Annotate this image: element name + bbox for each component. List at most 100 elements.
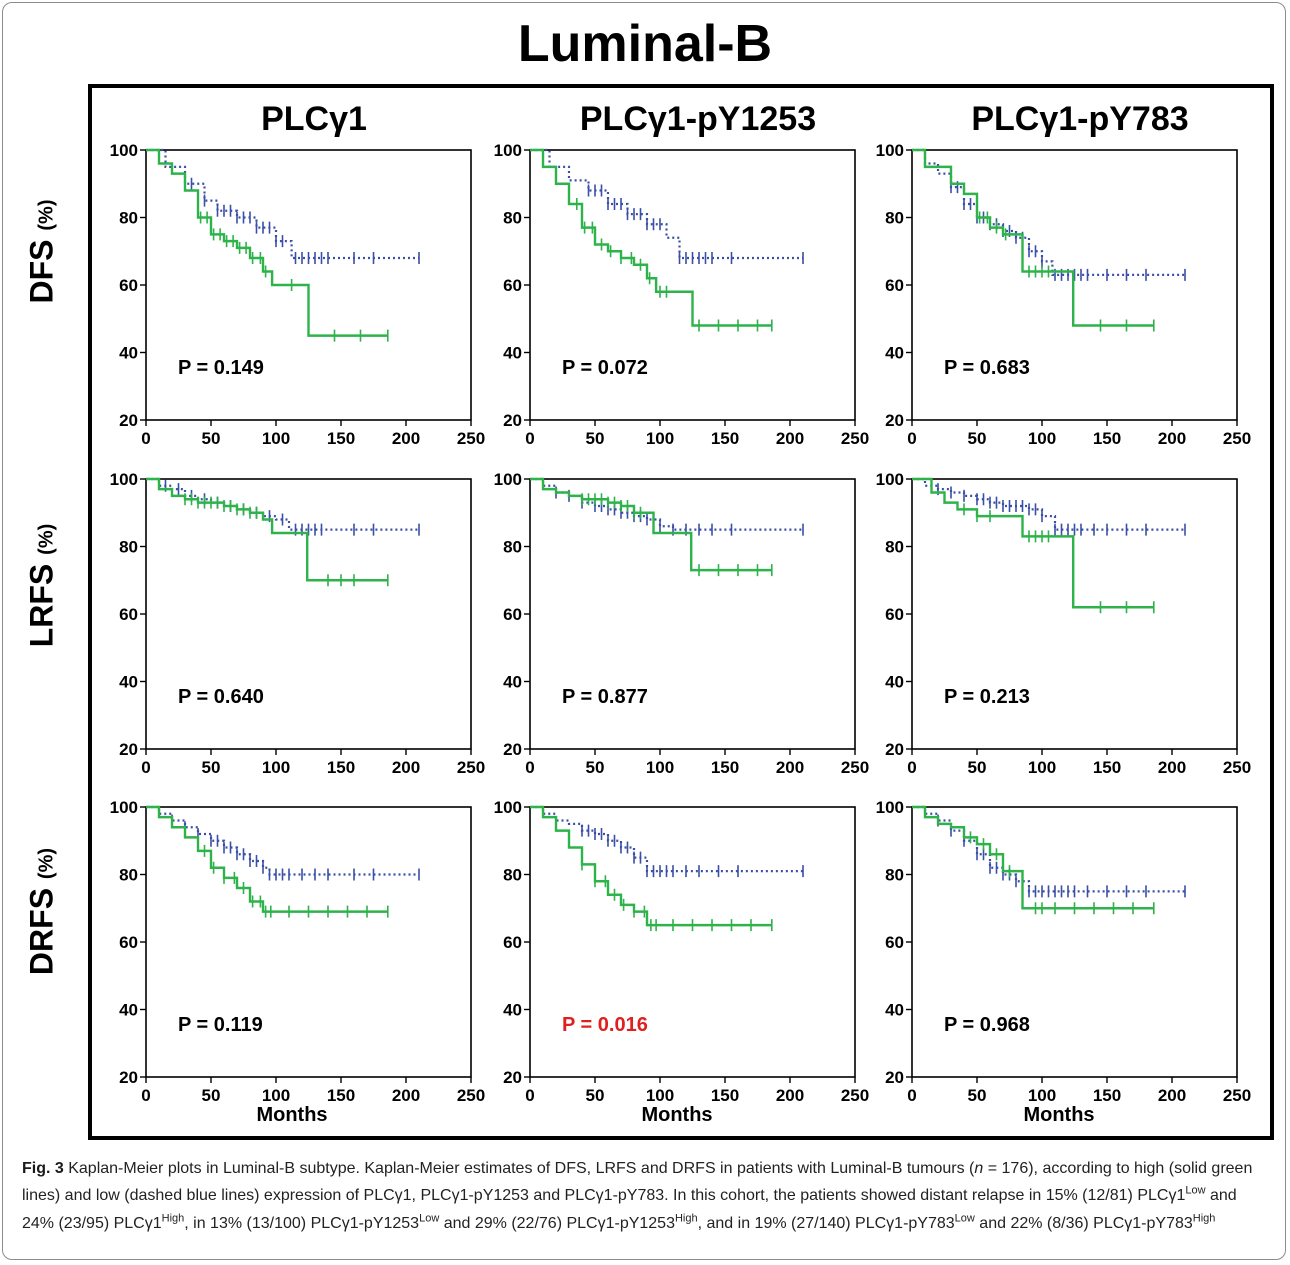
x-tick-label: 0 (141, 1086, 150, 1105)
caption-part: , in 13% (13/100) PLCγ1-pY1253 (184, 1214, 420, 1232)
p-value: P = 0.016 (562, 1014, 648, 1036)
x-tick-label: 0 (525, 758, 534, 777)
caption-part: and 22% (8/36) PLCγ1-pY783 (974, 1214, 1193, 1232)
y-tick-label: 40 (119, 1001, 138, 1020)
x-tick-label: 100 (262, 758, 290, 777)
y-tick-label: 100 (494, 141, 522, 160)
x-tick-label: 100 (262, 1086, 290, 1105)
x-tick-label: 200 (392, 758, 420, 777)
plot-area: 0 50 100 150 200 250 20 40 60 80 100 P = 0.149 (110, 141, 486, 448)
y-tick-label: 100 (494, 470, 522, 489)
plot-area: 0 50 100 150 200 250 20 40 60 80 100 P = 0.877 (494, 470, 870, 777)
y-tick-label: 20 (119, 411, 138, 430)
p-value: P = 0.149 (178, 357, 264, 379)
km-plot-lrfs-plcg1: 0 50 100 150 200 250 20 40 60 80 100 P = 0.640 (110, 470, 486, 777)
km-curve-low (530, 477, 803, 531)
x-tick-label: 200 (392, 1086, 420, 1105)
y-tick-label: 20 (503, 740, 522, 759)
y-tick-label: 20 (503, 411, 522, 430)
x-tick-label: 100 (1028, 758, 1056, 777)
km-plot-drfs-py783: 0 50 100 150 200 250 20 40 60 80 100 P = 0.968 (876, 798, 1252, 1105)
caption-part: = 176), according to high (solid green l… (22, 1160, 1253, 1205)
km-plot-lrfs-py1253: 0 50 100 150 200 250 20 40 60 80 100 P = 0.877 (494, 470, 870, 777)
row-label-drfs: DRFS (%) (23, 847, 60, 976)
x-tick-label: 150 (327, 1086, 355, 1105)
km-plot-drfs-py1253: 0 50 100 150 200 250 20 40 60 80 100 P = 0.016 (494, 798, 870, 1105)
x-tick-label: 100 (646, 429, 674, 448)
plot-frame (145, 478, 472, 750)
km-curve-low (530, 805, 803, 873)
plot-area: 0 50 100 150 200 250 20 40 60 80 100 P = 0.213 (876, 470, 1252, 777)
y-tick-label: 80 (885, 209, 904, 228)
plot-area: 0 50 100 150 200 250 20 40 60 80 100 P = 0.640 (110, 470, 486, 777)
x-tick-label: 100 (1028, 1086, 1056, 1105)
y-tick-label: 40 (885, 344, 904, 363)
figure-title: Luminal-B (517, 15, 773, 73)
y-tick-label: 80 (503, 538, 522, 557)
y-tick-label: 100 (876, 798, 904, 817)
x-tick-label: 0 (907, 429, 916, 448)
x-tick-label: 100 (1028, 429, 1056, 448)
plot-frame (145, 806, 472, 1078)
x-axis-label-col3: Months (1023, 1104, 1095, 1126)
y-tick-label: 40 (119, 673, 138, 692)
plot-frame (529, 149, 856, 421)
caption-part: and 24% (23/95) PLCγ1 (22, 1187, 1237, 1232)
row-label-dfs: DFS (%) (23, 199, 60, 304)
plot-area: 0 50 100 150 200 250 20 40 60 80 100 P = 0.119 (110, 798, 486, 1105)
x-tick-label: 0 (141, 758, 150, 777)
km-curve-high (146, 805, 388, 913)
x-tick-label: 150 (711, 1086, 739, 1105)
caption-part: and 29% (22/76) PLCγ1-pY1253 (439, 1214, 675, 1232)
y-tick-label: 60 (119, 276, 138, 295)
x-tick-label: 100 (262, 429, 290, 448)
plot-area: 0 50 100 150 200 250 20 40 60 80 100 P = 0.016 (494, 798, 870, 1105)
x-tick-label: 200 (1158, 758, 1186, 777)
panel-frame (88, 84, 1274, 1140)
y-tick-label: 60 (885, 276, 904, 295)
km-curve-low (912, 805, 1185, 893)
km-plot-lrfs-py783: 0 50 100 150 200 250 20 40 60 80 100 P = 0.213 (876, 470, 1252, 777)
caption-part: , and in 19% (27/140) PLCγ1-pY783 (697, 1214, 955, 1232)
p-value: P = 0.683 (944, 357, 1030, 379)
x-tick-label: 150 (1093, 758, 1121, 777)
p-value: P = 0.640 (178, 686, 264, 708)
p-value: P = 0.877 (562, 686, 648, 708)
y-tick-label: 60 (503, 276, 522, 295)
km-curve-high (912, 805, 1154, 910)
y-tick-label: 100 (876, 141, 904, 160)
km-curve-high (146, 148, 388, 337)
x-tick-label: 150 (327, 429, 355, 448)
y-tick-label: 80 (503, 209, 522, 228)
caption-part: n (974, 1160, 984, 1177)
plot-frame (529, 478, 856, 750)
x-tick-label: 0 (141, 429, 150, 448)
y-tick-label: 60 (885, 933, 904, 952)
p-value: P = 0.968 (944, 1014, 1030, 1036)
x-tick-label: 250 (457, 429, 485, 448)
x-tick-label: 50 (968, 758, 987, 777)
plot-frame (911, 478, 1238, 750)
y-tick-label: 40 (885, 1001, 904, 1020)
y-tick-label: 40 (503, 673, 522, 692)
x-tick-label: 200 (392, 429, 420, 448)
x-tick-label: 50 (586, 758, 605, 777)
x-tick-label: 50 (586, 429, 605, 448)
x-tick-label: 150 (1093, 429, 1121, 448)
x-tick-label: 50 (586, 1086, 605, 1105)
km-curve-high (912, 148, 1154, 327)
x-tick-label: 200 (1158, 1086, 1186, 1105)
plot-frame (911, 806, 1238, 1078)
km-plot-dfs-plcg1: 0 50 100 150 200 250 20 40 60 80 100 P = 0.149 (110, 141, 486, 448)
caption-part: Low (1185, 1185, 1206, 1197)
y-tick-label: 80 (503, 866, 522, 885)
y-tick-label: 60 (885, 605, 904, 624)
x-tick-label: 250 (841, 1086, 869, 1105)
figure-caption: Fig. 3 Kaplan-Meier plots in Luminal-B s… (22, 1158, 1262, 1235)
km-curve-high (530, 148, 772, 327)
x-tick-label: 200 (776, 1086, 804, 1105)
plot-area: 0 50 100 150 200 250 20 40 60 80 100 P = 0.968 (876, 798, 1252, 1105)
y-tick-label: 20 (119, 740, 138, 759)
km-plot-drfs-plcg1: 0 50 100 150 200 250 20 40 60 80 100 P = 0.119 (110, 798, 486, 1105)
